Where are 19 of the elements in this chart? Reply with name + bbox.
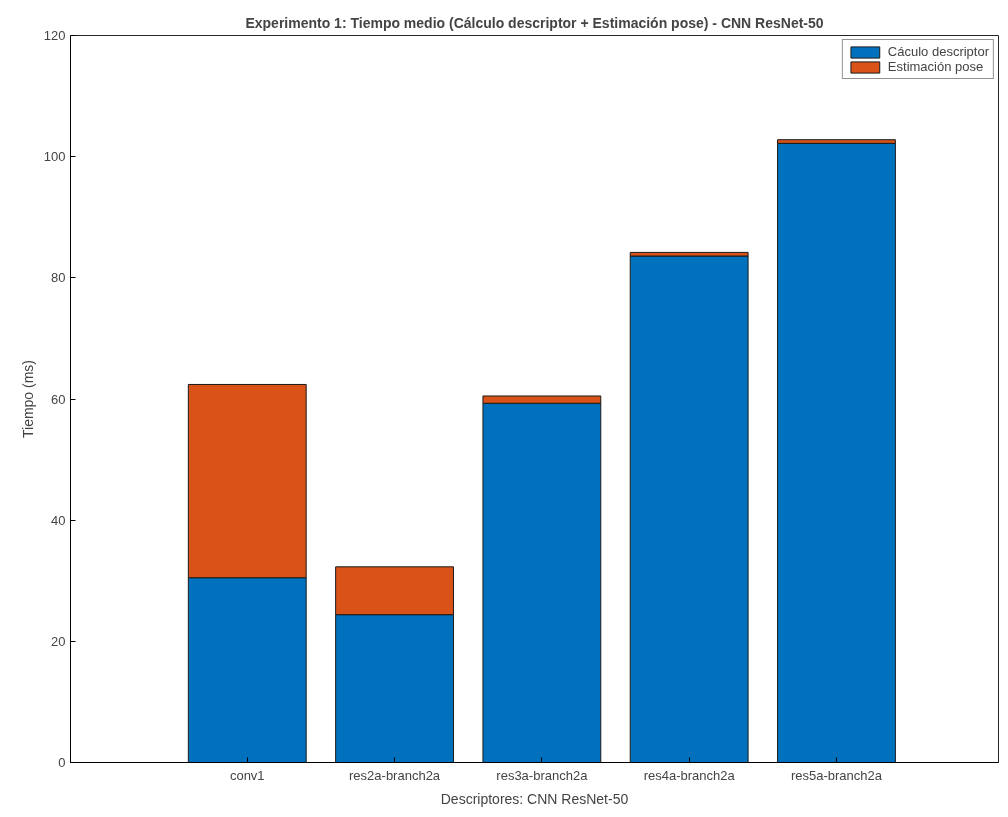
bar [629,255,749,763]
y-tick-label: 80 [51,270,66,286]
y-tick-label: 20 [51,633,66,649]
legend-label: Cáculo descriptor [887,44,989,59]
x-axis-title: Descriptores: CNN ResNet-50 [440,790,629,807]
x-tick-label: res5a-branch2a [790,767,883,783]
x-tick-label: res2a-branch2a [349,767,441,783]
y-tick-label: 100 [43,149,66,165]
x-tick-label: res3a-branch2a [496,767,589,783]
bar [777,142,896,763]
y-tick-label: 40 [51,512,66,528]
y-tick-label: 120 [43,28,66,43]
y-tick-label: 60 [51,391,66,407]
chart-title: Experimento 1: Tiempo medio (Cálculo descriptor + Estimación pose) - CNN ResNet-50 [245,14,824,31]
x-tick-label: res4a-branch2a [643,767,736,783]
legend-label: Estimación pose [887,59,984,74]
y-axis-title: Tiempo (ms) [19,359,36,439]
y-tick-label: 0 [58,755,66,770]
x-tick-label: conv1 [229,767,265,783]
